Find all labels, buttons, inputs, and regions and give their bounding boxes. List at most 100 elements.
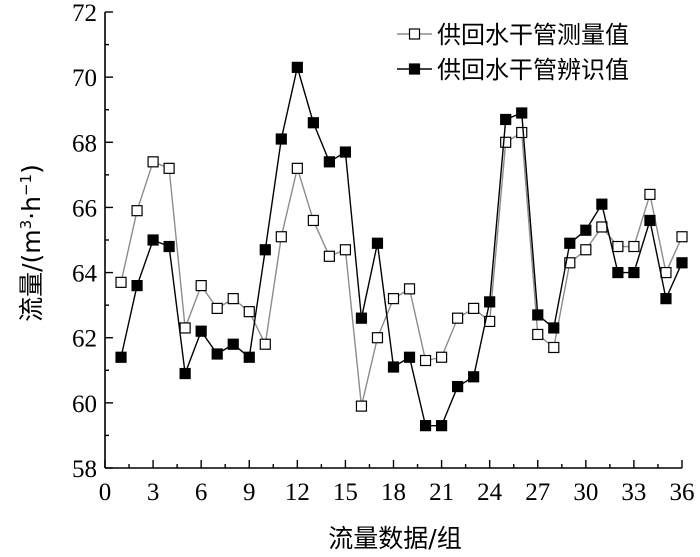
legend-label: 供回水干管辨识值 xyxy=(437,56,629,84)
data-point xyxy=(596,221,608,233)
data-point xyxy=(435,351,448,363)
data-point xyxy=(532,309,544,321)
y-tick-label: 66 xyxy=(72,195,97,222)
y-tick-label: 72 xyxy=(72,0,97,27)
y-tick-label: 64 xyxy=(72,261,98,288)
x-tick-label: 3 xyxy=(147,479,160,506)
data-point xyxy=(323,250,335,262)
data-point xyxy=(435,420,448,432)
y-tick-label: 58 xyxy=(72,456,97,483)
data-point xyxy=(243,351,255,363)
data-point xyxy=(323,156,335,168)
data-point xyxy=(468,371,480,383)
x-tick-label: 6 xyxy=(195,479,208,506)
data-point xyxy=(419,354,432,367)
data-point xyxy=(259,338,271,350)
data-point xyxy=(419,420,432,432)
x-tick-label: 0 xyxy=(99,479,112,506)
data-point xyxy=(516,126,528,139)
data-point xyxy=(211,302,223,314)
data-point xyxy=(227,338,239,350)
data-point xyxy=(387,361,400,373)
data-point xyxy=(612,266,624,279)
data-point xyxy=(676,231,688,243)
data-point xyxy=(339,244,352,256)
data-point xyxy=(532,328,544,341)
data-point xyxy=(452,312,464,324)
x-tick-label: 18 xyxy=(381,479,406,506)
x-tick-label: 12 xyxy=(285,479,310,506)
legend-label: 供回水干管测量值 xyxy=(437,21,629,49)
data-point xyxy=(403,283,416,295)
data-point xyxy=(500,113,512,126)
data-point xyxy=(179,322,191,334)
data-point xyxy=(676,257,688,269)
series-2 xyxy=(115,61,688,432)
legend-marker xyxy=(408,63,421,75)
y-axis-title: 流量/(m3·h−1) xyxy=(17,164,46,322)
data-point xyxy=(580,244,592,256)
legend-item-2: 供回水干管辨识值 xyxy=(397,56,629,84)
data-point xyxy=(355,400,368,412)
data-point xyxy=(115,351,127,363)
x-axis-title: 流量数据/组 xyxy=(328,524,461,553)
data-point xyxy=(115,276,127,288)
series-1 xyxy=(115,126,688,412)
x-tick-label: 9 xyxy=(243,479,256,506)
x-tick-label: 27 xyxy=(525,479,550,506)
data-point xyxy=(275,231,287,243)
data-point xyxy=(500,136,512,148)
series-line xyxy=(120,67,683,427)
data-point xyxy=(307,214,319,227)
data-point xyxy=(452,380,464,393)
legend-marker xyxy=(408,28,421,40)
data-point xyxy=(291,162,303,174)
data-point xyxy=(387,293,400,305)
data-point xyxy=(131,205,143,217)
series-layer xyxy=(115,61,688,432)
x-tick-label: 24 xyxy=(477,479,503,506)
data-point xyxy=(339,146,352,158)
x-tick-label: 21 xyxy=(429,479,454,506)
data-point xyxy=(179,367,191,380)
data-point xyxy=(371,237,384,249)
x-tick-label: 15 xyxy=(333,479,358,506)
x-tick-label: 33 xyxy=(621,479,646,506)
data-point xyxy=(628,266,640,279)
data-point xyxy=(612,240,624,253)
data-point xyxy=(163,162,175,174)
data-point xyxy=(660,293,672,305)
data-point xyxy=(548,322,560,334)
data-point xyxy=(163,240,175,253)
data-point xyxy=(468,302,480,314)
data-point xyxy=(596,198,608,210)
data-point xyxy=(195,280,207,292)
data-point xyxy=(131,280,143,292)
data-point xyxy=(259,244,271,256)
legend-item-1: 供回水干管测量值 xyxy=(397,21,629,49)
data-point xyxy=(564,257,576,269)
data-point xyxy=(147,234,159,246)
x-tick-label: 36 xyxy=(670,479,695,506)
data-point xyxy=(628,240,640,253)
y-tick-label: 62 xyxy=(72,326,97,353)
data-point xyxy=(484,296,496,308)
data-point xyxy=(371,332,384,344)
y-tick-label: 68 xyxy=(72,130,97,157)
data-point xyxy=(644,214,656,227)
data-point xyxy=(307,117,319,129)
data-point xyxy=(275,133,287,145)
data-point xyxy=(211,348,223,360)
data-point xyxy=(516,107,528,119)
series-line xyxy=(120,131,683,407)
x-tick-label: 30 xyxy=(573,479,598,506)
data-point xyxy=(548,341,560,354)
data-point xyxy=(660,266,672,279)
data-point xyxy=(147,156,159,168)
data-point xyxy=(484,315,496,328)
data-point xyxy=(195,325,207,337)
data-point xyxy=(227,293,239,305)
